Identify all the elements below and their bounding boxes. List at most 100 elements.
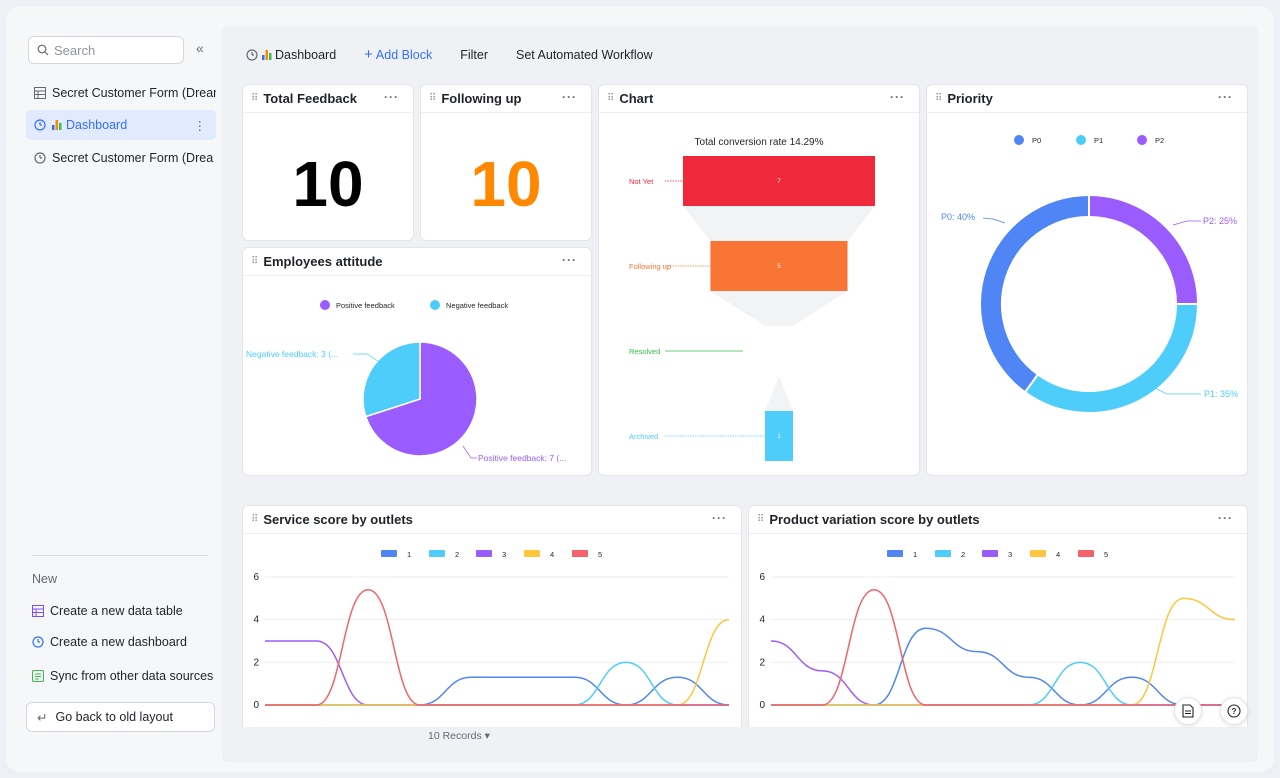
- legend-label: P0: [1032, 136, 1041, 145]
- legend-marker: [1078, 550, 1094, 557]
- card-title: Product variation score by outlets: [769, 512, 980, 527]
- drag-handle-icon[interactable]: ⠿: [429, 93, 436, 104]
- legend-label: Positive feedback: [336, 301, 395, 310]
- card-header: ⠿ Product variation score by outlets ···: [749, 506, 1247, 534]
- create-dashboard-button[interactable]: Create a new dashboard: [32, 635, 187, 649]
- card-title: Following up: [441, 91, 522, 106]
- funnel-chart: Total conversion rate 14.29% 7 Not Yet 5 Fol…: [629, 137, 875, 461]
- funnel-stage-label: Resolved: [629, 347, 660, 356]
- search-icon: [37, 44, 49, 56]
- sidebar-item-form-2[interactable]: Secret Customer Form (Drea: [26, 143, 216, 173]
- drag-handle-icon[interactable]: ⠿: [607, 93, 614, 104]
- y-tick-label: 6: [253, 572, 259, 583]
- card-menu-icon[interactable]: ···: [562, 90, 577, 104]
- sync-icon: [32, 670, 44, 682]
- card-title: Priority: [947, 91, 993, 106]
- dashboard-icon: [34, 119, 46, 131]
- card-header: ⠿ Total Feedback ···: [243, 85, 413, 113]
- drag-handle-icon[interactable]: ⠿: [251, 514, 258, 525]
- table-icon: [32, 605, 44, 617]
- search-input[interactable]: Search: [28, 36, 184, 64]
- more-icon[interactable]: ⋮: [193, 118, 207, 133]
- collapse-sidebar-icon[interactable]: «: [196, 40, 204, 56]
- drag-handle-icon[interactable]: ⠿: [757, 514, 764, 525]
- y-tick-label: 2: [253, 657, 259, 668]
- legend-label: 2: [455, 550, 459, 559]
- card-menu-icon[interactable]: ···: [1218, 511, 1233, 525]
- card-header: ⠿ Chart ···: [599, 85, 919, 113]
- legend-label: 5: [1104, 550, 1108, 559]
- legend-marker: [935, 550, 951, 557]
- old-layout-button[interactable]: ↵ Go back to old layout: [26, 702, 215, 732]
- create-dashboard-label: Create a new dashboard: [50, 635, 187, 649]
- employees-attitude-card: ⠿ Employees attitude ··· Positive feedba…: [242, 247, 592, 476]
- service-line-chart: 1 2 3 4 5 0 2 4 6: [253, 550, 730, 711]
- bar-chart-icon: [52, 120, 62, 130]
- funnel-bar: [683, 156, 875, 206]
- donut-leader-line: [982, 217, 1006, 224]
- total-feedback-value: 10: [292, 148, 364, 220]
- new-section-title: New: [32, 572, 58, 586]
- old-layout-label: Go back to old layout: [55, 710, 173, 724]
- sync-data-sources-button[interactable]: Sync from other data sources: [32, 669, 213, 683]
- pie-leader-line: [353, 353, 382, 364]
- legend-marker: [1137, 135, 1147, 145]
- sidebar-item-label: Secret Customer Form (Drea: [52, 151, 214, 165]
- priority-card: ⠿ Priority ··· P0 P1 P2 P2: 25% P1: 35% P0: 4…: [926, 84, 1248, 476]
- records-dropdown[interactable]: 10 Records ▾: [428, 730, 490, 742]
- document-icon: [1182, 704, 1194, 718]
- filter-button[interactable]: Filter: [460, 47, 488, 62]
- help-icon: ?: [1227, 704, 1241, 718]
- sidebar-item-form-1[interactable]: Secret Customer Form (Dream: [26, 78, 216, 108]
- create-data-table-button[interactable]: Create a new data table: [32, 604, 183, 618]
- funnel-connector: [683, 206, 875, 241]
- drag-handle-icon[interactable]: ⠿: [251, 93, 258, 104]
- help-button[interactable]: ?: [1220, 697, 1248, 725]
- workflow-button[interactable]: Set Automated Workflow: [515, 47, 653, 62]
- legend-label: 1: [913, 550, 917, 559]
- legend-marker: [476, 550, 492, 557]
- dashboard-tab[interactable]: Dashboard: [246, 48, 336, 62]
- y-tick-label: 4: [253, 615, 259, 626]
- series-line: [265, 676, 730, 706]
- drag-handle-icon[interactable]: ⠿: [251, 256, 258, 267]
- product-line-chart: 1 2 3 4 5 0 2 4 6: [759, 550, 1236, 711]
- card-title: Employees attitude: [263, 254, 383, 269]
- product-variation-card: ⠿ Product variation score by outlets ···…: [748, 505, 1248, 727]
- card-header: ⠿ Service score by outlets ···: [243, 506, 741, 534]
- card-menu-icon[interactable]: ···: [712, 511, 727, 525]
- dashboard-icon: [32, 636, 44, 648]
- add-block-button[interactable]: + Add Block: [364, 46, 432, 63]
- legend-marker: [1076, 135, 1086, 145]
- legend-label: 1: [407, 550, 411, 559]
- y-tick-label: 0: [759, 700, 765, 711]
- card-title: Chart: [619, 91, 654, 106]
- card-title: Total Feedback: [263, 91, 358, 106]
- document-button[interactable]: [1174, 697, 1202, 725]
- series-line: [771, 589, 1235, 706]
- dashboard-tab-label: Dashboard: [275, 47, 337, 62]
- create-data-table-label: Create a new data table: [50, 604, 183, 618]
- search-placeholder: Search: [54, 42, 96, 58]
- app-window: Search « Secret Customer Form (Dream Das…: [6, 6, 1274, 772]
- card-menu-icon[interactable]: ···: [1218, 90, 1233, 104]
- svg-text:?: ?: [1232, 707, 1237, 716]
- funnel-title: Total conversion rate 14.29%: [695, 137, 824, 148]
- card-menu-icon[interactable]: ···: [562, 253, 577, 267]
- sidebar-item-dashboard[interactable]: Dashboard ⋮: [26, 110, 216, 140]
- funnel-stage-label: Not Yet: [629, 177, 654, 186]
- drag-handle-icon[interactable]: ⠿: [935, 93, 942, 104]
- legend-label: 3: [502, 550, 506, 559]
- service-score-card: ⠿ Service score by outlets ··· 1 2 3 4 5 0 2 4 6: [242, 505, 742, 727]
- series-line: [771, 597, 1236, 706]
- card-menu-icon[interactable]: ···: [384, 90, 399, 104]
- legend-marker: [572, 550, 588, 557]
- return-icon: ↵: [37, 710, 48, 725]
- series-line: [771, 627, 1235, 706]
- sidebar: Search « Secret Customer Form (Dream Das…: [24, 26, 224, 752]
- card-menu-icon[interactable]: ···: [890, 90, 905, 104]
- sidebar-item-label: Dashboard: [66, 118, 128, 132]
- toolbar: Dashboard + Add Block Filter Set Automat…: [246, 46, 681, 63]
- y-tick-label: 4: [759, 615, 765, 626]
- legend-label: P2: [1155, 136, 1164, 145]
